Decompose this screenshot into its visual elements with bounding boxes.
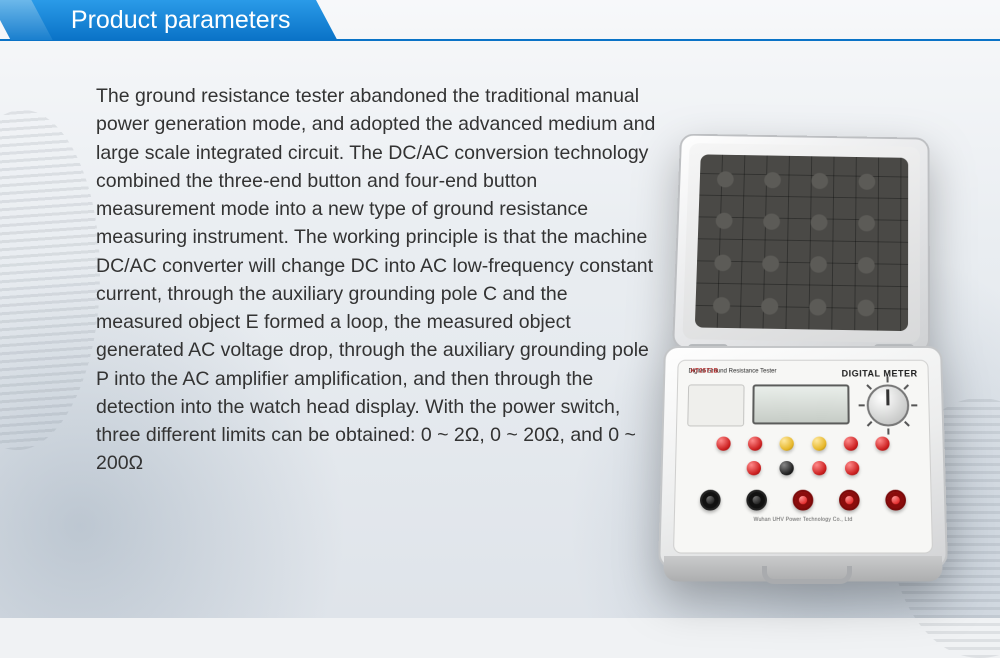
- header: Product parameters: [0, 0, 1000, 48]
- page-title: Product parameters: [71, 6, 291, 35]
- red-button[interactable]: [844, 437, 858, 451]
- terminal-row: [685, 490, 920, 511]
- control-panel: HT2571B Digital Ground Resistance Tester…: [673, 360, 933, 554]
- lcd-display: [752, 384, 849, 424]
- yel-button[interactable]: [780, 437, 794, 451]
- selector-knob-block: [857, 384, 918, 426]
- description-block: The ground resistance tester abandoned t…: [96, 82, 656, 478]
- banner-main: Product parameters: [16, 0, 337, 40]
- knob-ticks: [849, 377, 927, 435]
- case-base: HT2571B Digital Ground Resistance Tester…: [658, 346, 948, 568]
- title-banner: Product parameters: [0, 0, 316, 40]
- panel-footer: Wuhan UHV Power Technology Co., Ltd: [685, 517, 921, 523]
- button-row-2: [686, 461, 920, 475]
- yel-button[interactable]: [812, 437, 826, 451]
- lid-foam: [695, 154, 908, 331]
- blk-terminal[interactable]: [746, 490, 767, 511]
- device-illustration: HT2571B Digital Ground Resistance Tester…: [642, 126, 962, 596]
- red-button[interactable]: [747, 461, 761, 475]
- red-terminal[interactable]: [839, 490, 860, 511]
- blk-terminal[interactable]: [700, 490, 721, 511]
- red-button[interactable]: [716, 437, 730, 451]
- model-label: HT2571B: [690, 369, 718, 375]
- red-terminal[interactable]: [793, 490, 814, 511]
- red-button[interactable]: [812, 461, 826, 475]
- case-lid: [672, 134, 930, 354]
- red-terminal[interactable]: [885, 490, 906, 511]
- spec-label-block: [687, 384, 744, 426]
- red-button[interactable]: [845, 461, 859, 475]
- description-text: The ground resistance tester abandoned t…: [96, 82, 656, 478]
- blk-button[interactable]: [779, 461, 793, 475]
- case-handle: [762, 566, 852, 584]
- red-button[interactable]: [748, 437, 762, 451]
- content-area: The ground resistance tester abandoned t…: [0, 48, 1000, 478]
- header-rule: [0, 39, 1000, 41]
- red-button[interactable]: [876, 437, 890, 451]
- foam-bumps: [701, 160, 902, 325]
- button-row-1: [687, 437, 920, 451]
- panel-top-row: [687, 384, 919, 426]
